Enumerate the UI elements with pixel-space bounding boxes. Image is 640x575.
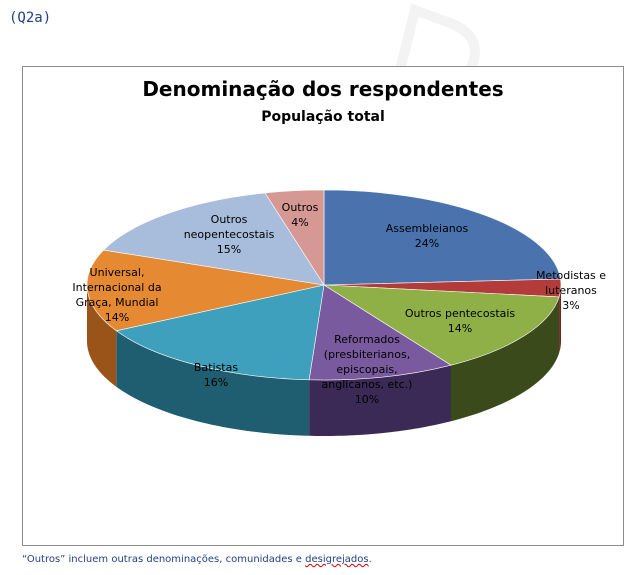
slice-label-1: Metodistas e luteranos 3% (536, 269, 606, 312)
slice-side-5 (87, 285, 117, 387)
slice-side-3 (309, 365, 451, 436)
footnote-end: . (368, 554, 372, 565)
slice-2 (322, 284, 560, 366)
slice-3 (308, 284, 452, 381)
slice-label-6: Outros neopentecostais 15% (184, 213, 275, 256)
slice-label-2: Outros pentecostais 14% (405, 307, 516, 335)
pie-chart: Assembleianos 24% Metodistas e luteranos 3% O… (72, 189, 606, 436)
slice-label-4: Batistas 16% (194, 361, 238, 389)
chart-title: Denominação dos respondentes (142, 77, 504, 101)
slice-side-4 (116, 330, 310, 436)
slice-6 (103, 192, 325, 286)
slice-label-3: Reformados (presbiterianos, episcopais, ang… (322, 333, 413, 406)
footnote: “Outros” incluem outras denominações, co… (22, 554, 372, 565)
chart-subtitle: População total (261, 109, 385, 125)
chart-area: Denominação dos respondentes População t… (22, 66, 624, 546)
slice-0 (323, 189, 561, 286)
question-label: (Q2a) (9, 10, 52, 26)
footnote-flagged-word: desigrejados (305, 554, 369, 565)
slice-label-7: Outros 4% (282, 201, 319, 229)
slice-4 (115, 284, 325, 381)
slice-label-5: Universal, Internacional da Graça, Mundial… (72, 266, 161, 324)
footnote-text: “Outros” incluem outras denominações, co… (22, 554, 306, 565)
slice-5 (86, 249, 325, 332)
slice-label-0: Assembleianos 24% (386, 222, 469, 250)
slice-7 (264, 189, 325, 287)
slice-side-2 (450, 296, 560, 422)
slice-side-1 (559, 285, 561, 353)
